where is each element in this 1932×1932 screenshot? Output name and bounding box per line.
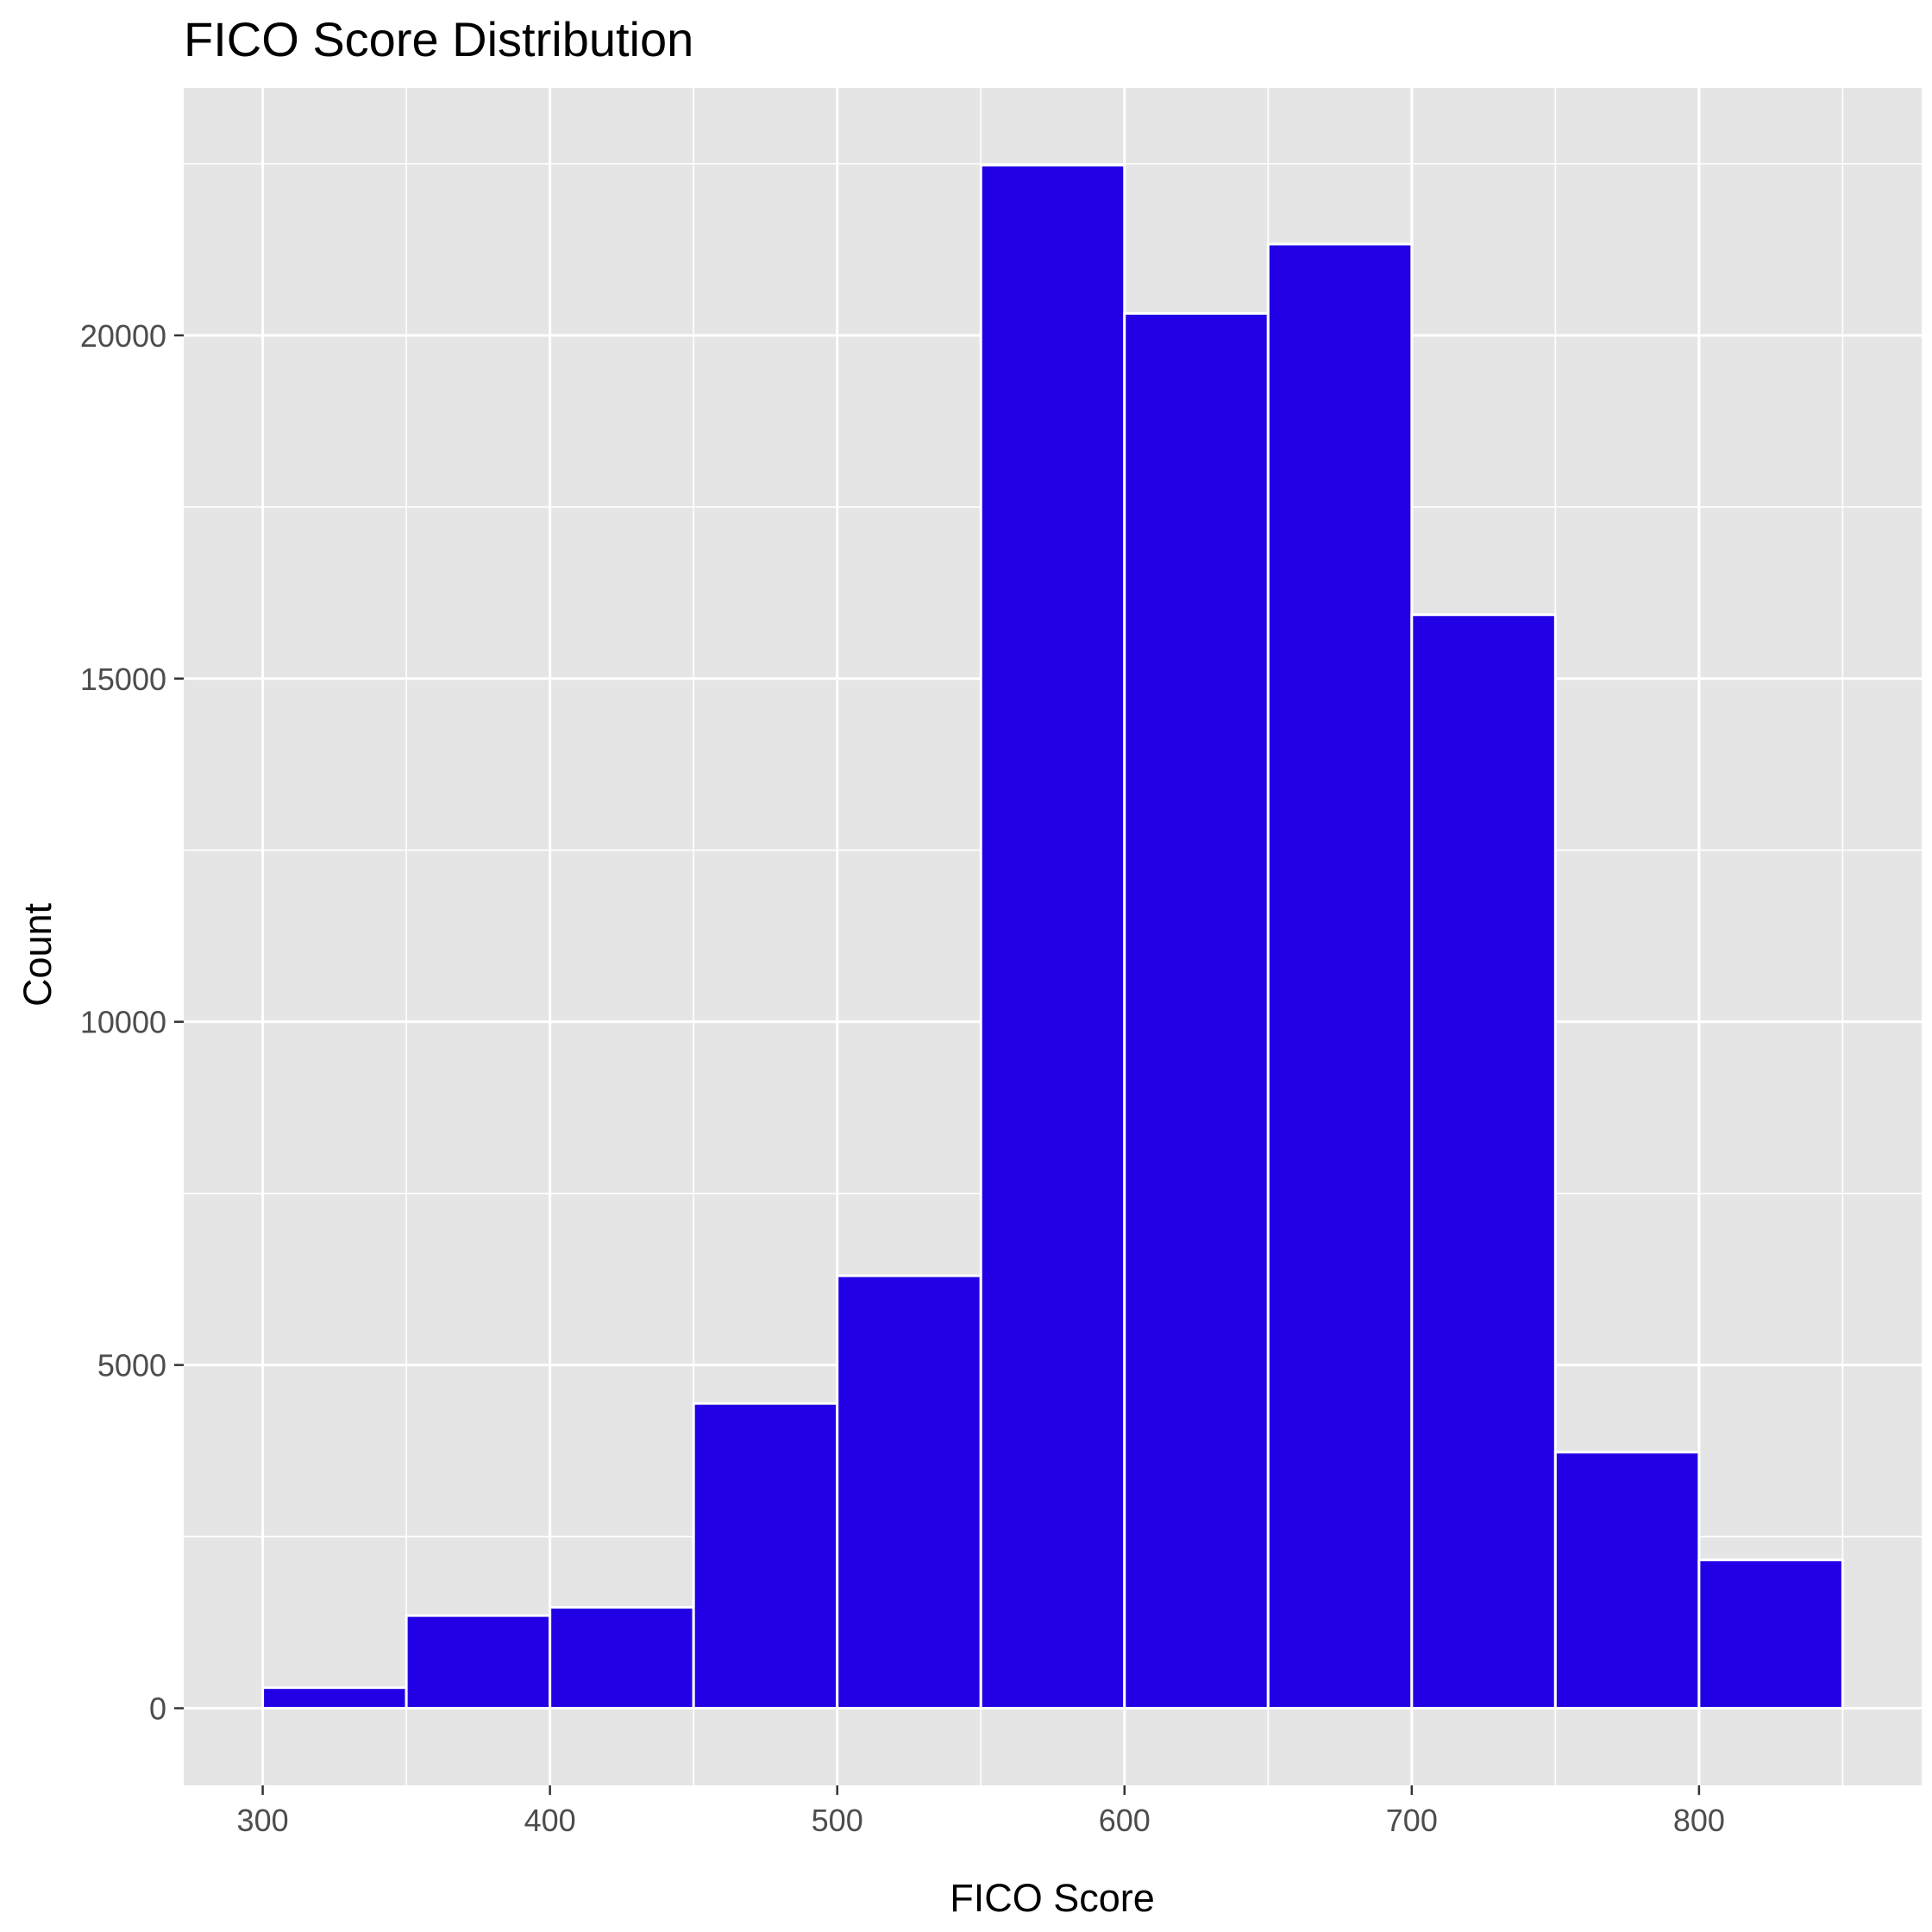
y-tick-label: 5000 — [97, 1348, 166, 1383]
histogram-bar — [836, 1274, 982, 1710]
histogram-bar — [1410, 613, 1557, 1710]
histogram-bars — [261, 163, 1844, 1710]
y-axis-title: Count — [16, 902, 60, 1007]
histogram-bar — [261, 1686, 408, 1710]
histogram-bar — [405, 1614, 552, 1710]
x-axis-title: FICO Score — [950, 1876, 1155, 1920]
y-axis: 0 5000 10000 15000 20000 — [80, 318, 184, 1727]
x-tick-label: 300 — [237, 1803, 289, 1838]
x-tick-label: 800 — [1673, 1803, 1725, 1838]
histogram-bar — [692, 1402, 839, 1710]
y-tick-label: 20000 — [80, 318, 166, 354]
y-tick-label: 0 — [149, 1691, 166, 1727]
x-axis: 300 400 500 600 700 800 — [237, 1785, 1725, 1838]
y-tick-label: 15000 — [80, 662, 166, 697]
histogram-bar — [1697, 1559, 1844, 1710]
histogram-bar — [1553, 1451, 1701, 1710]
chart-title: FICO Score Distribution — [184, 12, 693, 66]
histogram-bar — [1266, 242, 1414, 1710]
histogram-bar — [1123, 311, 1270, 1710]
x-tick-label: 500 — [812, 1803, 863, 1838]
histogram-bar — [549, 1606, 695, 1710]
x-tick-label: 700 — [1386, 1803, 1438, 1838]
y-tick-label: 10000 — [80, 1005, 166, 1040]
x-tick-label: 400 — [524, 1803, 576, 1838]
histogram-bar — [979, 163, 1126, 1710]
x-tick-label: 600 — [1099, 1803, 1151, 1838]
